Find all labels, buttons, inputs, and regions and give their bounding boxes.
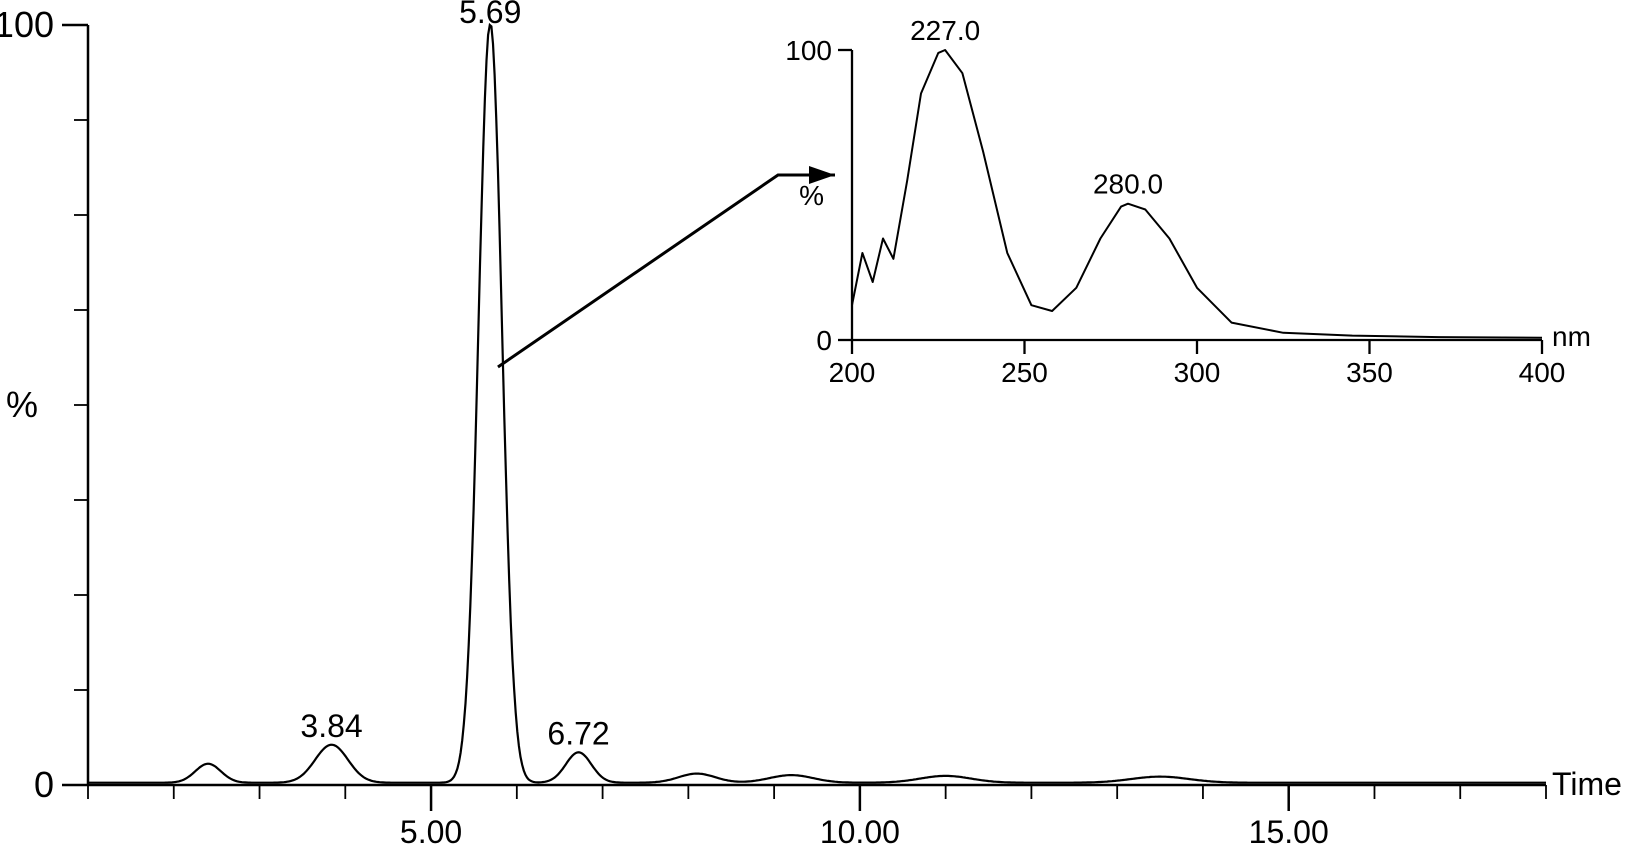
- y-axis-label: %: [6, 384, 38, 425]
- figure-svg: 0 100% 5.00 10.00 15.00 Time 3.84 5.69 6.72 0 100%…: [0, 0, 1650, 853]
- svg-text:350: 350: [1346, 357, 1393, 388]
- peak-label: 6.72: [547, 716, 609, 752]
- peak-label: 5.69: [459, 0, 521, 30]
- svg-text:15.00: 15.00: [1249, 814, 1329, 850]
- svg-text:0: 0: [34, 764, 54, 805]
- svg-text:100: 100: [785, 35, 832, 66]
- svg-text:200: 200: [829, 357, 876, 388]
- uv-peak-label: 280.0: [1093, 169, 1163, 200]
- inset-x-axis-label: nm: [1552, 321, 1591, 352]
- svg-text:0: 0: [816, 325, 832, 356]
- peak-label: 3.84: [300, 708, 362, 744]
- uv-peak-label: 227.0: [910, 15, 980, 46]
- svg-text:400: 400: [1519, 357, 1566, 388]
- svg-text:300: 300: [1174, 357, 1221, 388]
- figure-canvas: 0 100% 5.00 10.00 15.00 Time 3.84 5.69 6.72 0 100%…: [0, 0, 1650, 853]
- svg-text:5.00: 5.00: [400, 814, 462, 850]
- inset-y-axis-label: %: [799, 180, 824, 211]
- x-axis-label: Time: [1552, 766, 1622, 802]
- svg-text:250: 250: [1001, 357, 1048, 388]
- svg-text:10.00: 10.00: [820, 814, 900, 850]
- uv-spectrum-inset: 0 100% 200 250 300 350 400 nm 227.0 280.0: [782, 2, 1632, 388]
- svg-text:100: 100: [0, 4, 54, 45]
